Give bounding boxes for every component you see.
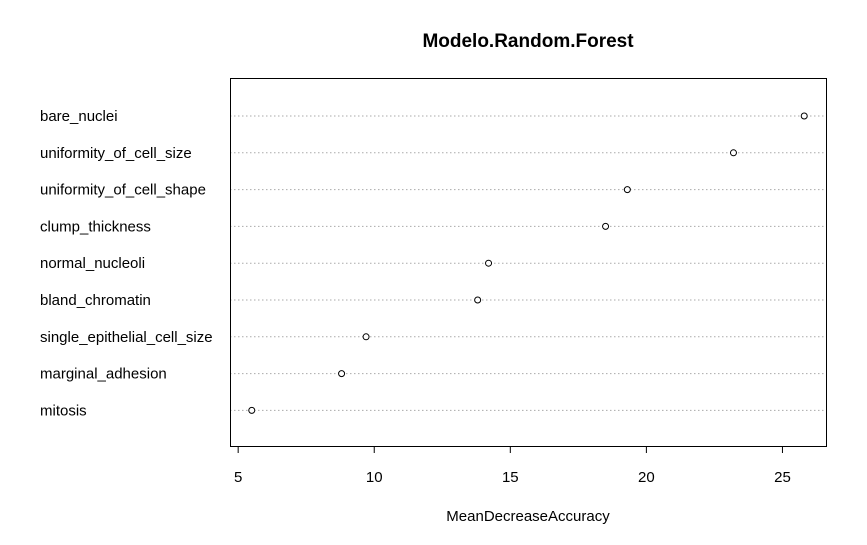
x-axis: 5 10 15 20 25	[234, 446, 791, 486]
plot-frame	[230, 78, 827, 447]
category-label: bland_chromatin	[40, 292, 151, 309]
category-label: normal_nucleoli	[40, 255, 145, 272]
x-axis-title: MeanDecreaseAccuracy	[446, 508, 610, 525]
x-tick-label: 20	[638, 469, 655, 486]
x-tick-label: 15	[502, 469, 519, 486]
data-point	[338, 370, 346, 378]
data-point	[602, 222, 610, 230]
category-label: uniformity_of_cell_size	[40, 145, 192, 162]
data-point	[800, 112, 808, 120]
data-points	[248, 112, 808, 414]
data-point	[729, 149, 737, 157]
category-label: mitosis	[40, 402, 87, 419]
category-label: clump_thickness	[40, 218, 151, 235]
x-tick-label: 10	[366, 469, 383, 486]
chart-title: Modelo.Random.Forest	[422, 31, 634, 52]
data-point	[362, 333, 370, 341]
category-label: marginal_adhesion	[40, 366, 167, 383]
data-point	[623, 186, 631, 194]
grid-layer	[230, 115, 826, 411]
x-tick-label: 5	[234, 469, 242, 486]
x-tick-label: 25	[774, 469, 791, 486]
data-point	[485, 259, 493, 267]
data-point	[474, 296, 482, 304]
category-label: bare_nuclei	[40, 108, 118, 125]
category-label: single_epithelial_cell_size	[40, 329, 213, 346]
category-label: uniformity_of_cell_shape	[40, 182, 206, 199]
data-point	[248, 406, 256, 414]
category-labels: bare_nuclei uniformity_of_cell_sizeunifor…	[40, 108, 213, 419]
